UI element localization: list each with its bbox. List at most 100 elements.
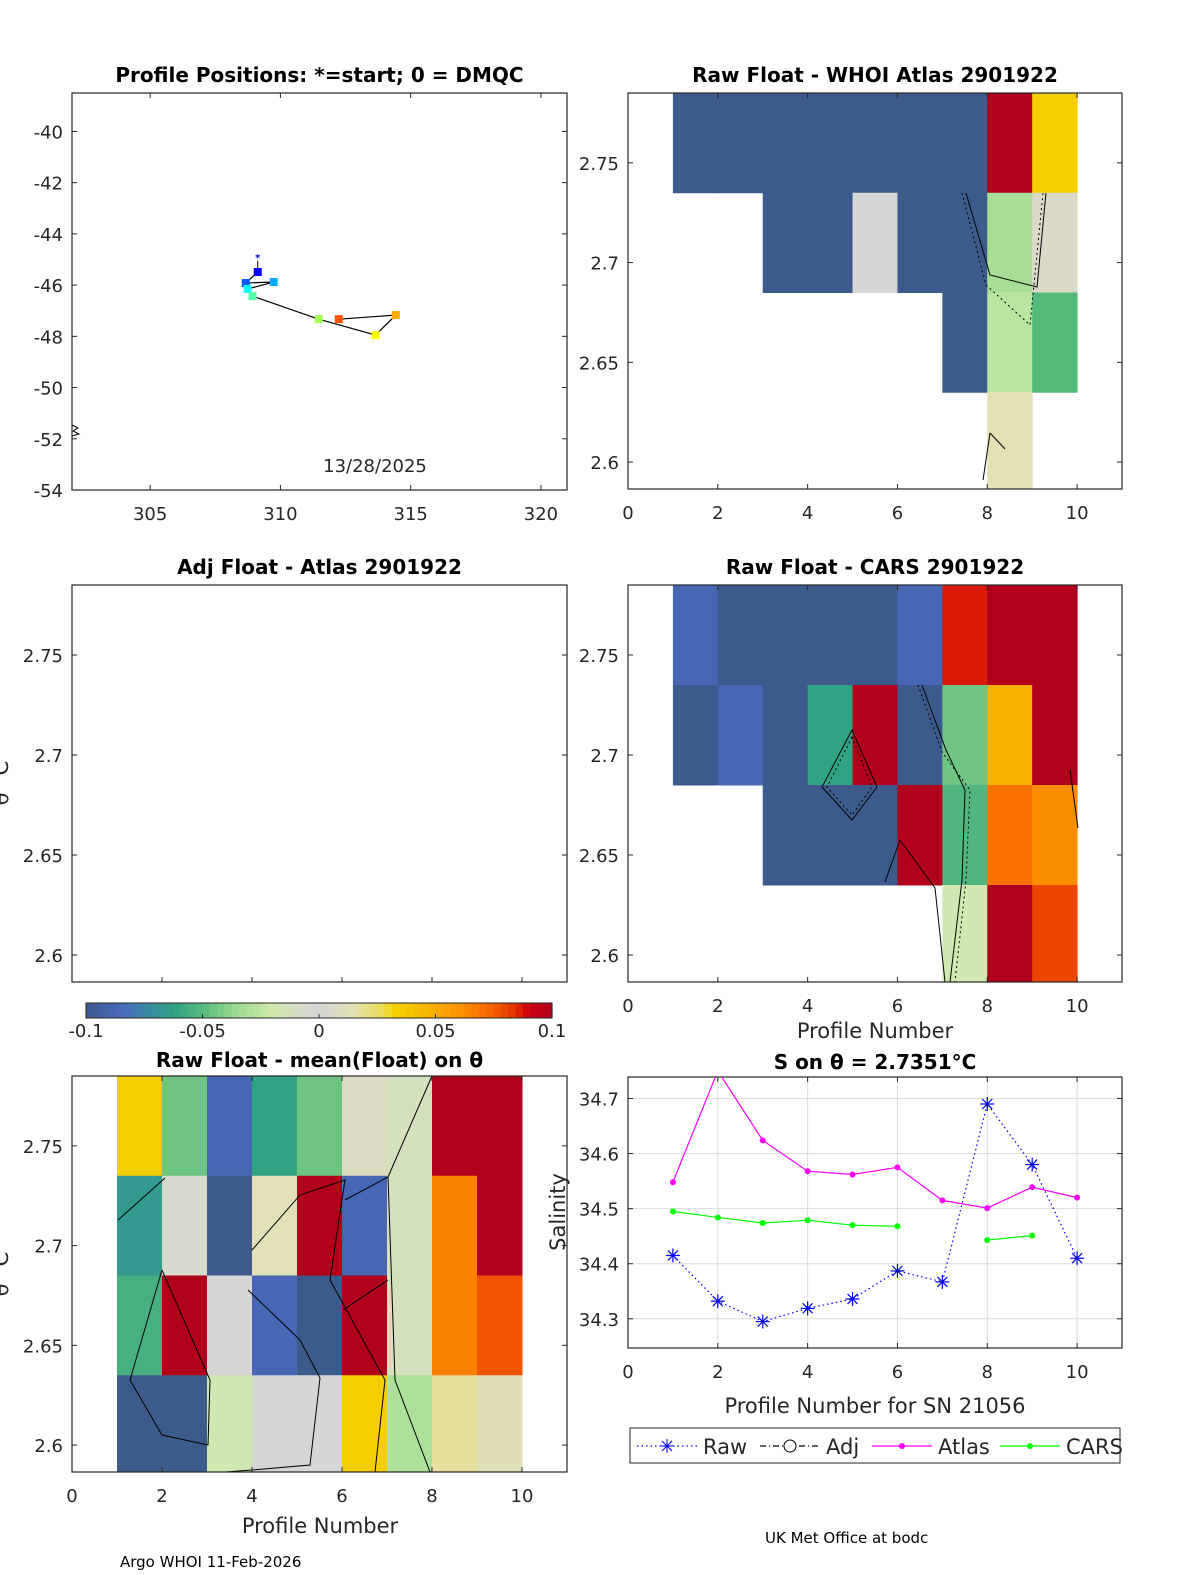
map-profile-marker [391, 311, 400, 320]
colorbar-segment [253, 1003, 262, 1018]
map-xtick-label: 320 [524, 504, 558, 525]
cars-xtick-label: 10 [1066, 996, 1089, 1017]
whoi-ytick-label: 2.6 [590, 453, 619, 474]
colorbar-segment [289, 1003, 298, 1018]
colorbar-segment [195, 1003, 204, 1018]
whoi-xtick-label: 6 [892, 503, 903, 524]
map-ytick-label: -44 [34, 225, 63, 246]
heatmap-cell [942, 685, 988, 786]
sal-grid [628, 1077, 1122, 1348]
sal-xtick-label: 6 [892, 1362, 903, 1383]
colorbar-segment [530, 1003, 539, 1018]
asterisk-stroke [847, 1293, 858, 1305]
heatmap-cell [387, 1175, 433, 1276]
mean-ylabel: θ °C [0, 1252, 13, 1297]
colorbar-segment [413, 1003, 422, 1018]
colorbar-segment [391, 1003, 400, 1018]
footer-left: Argo WHOI 11-Feb-2026 [120, 1553, 301, 1571]
mean-xtick-label: 4 [246, 1486, 257, 1507]
map-profile-marker [371, 331, 380, 340]
sal-ytick-label: 34.3 [579, 1310, 619, 1331]
adj-title: Adj Float - Atlas 2901922 [177, 555, 462, 579]
map-ytick-label: -42 [34, 174, 63, 195]
mean-ytick-label: 2.65 [23, 1336, 63, 1357]
colorbar-segment [522, 1003, 531, 1018]
heatmap-cell [807, 585, 854, 686]
heatmap-cell [342, 1275, 388, 1376]
asterisk-stroke [1026, 1159, 1038, 1171]
heatmap-cell [432, 1175, 478, 1276]
heatmap-cell [342, 1175, 388, 1276]
heatmap-cell [297, 1076, 343, 1177]
map-profile-marker [269, 278, 278, 287]
map-profile-marker [241, 279, 250, 288]
sal-axes-frame [627, 1076, 1123, 1349]
map-profile-marker [314, 315, 323, 324]
heatmap-cell [852, 585, 898, 686]
heatmap-cell [162, 1375, 208, 1473]
whoi-xtick-label: 8 [982, 503, 993, 524]
mean-ytick-label: 2.7 [34, 1237, 63, 1258]
cars-title: Raw Float - CARS 2901922 [726, 555, 1024, 579]
whoi-ytick-label: 2.65 [579, 353, 619, 374]
heatmap-cell [807, 785, 854, 886]
colorbar-segment [311, 1003, 320, 1018]
legend-dot-icon [1027, 1443, 1033, 1449]
heatmap-cell [807, 192, 854, 293]
colorbar-segment [246, 1003, 255, 1018]
cars-ytick-label: 2.6 [590, 946, 619, 967]
heatmap-cell [717, 685, 764, 786]
colorbar-segment [115, 1003, 124, 1018]
whoi-xtick-label: 4 [802, 503, 813, 524]
colorbar-segment [238, 1003, 247, 1018]
colorbar-tick-label: -0.1 [68, 1021, 103, 1042]
series-point-raw [800, 1301, 815, 1316]
legend-label: Adj [826, 1435, 859, 1459]
heatmap-cell [672, 685, 719, 786]
heatmap-cell [477, 1175, 523, 1276]
colorbar-segment [399, 1003, 407, 1018]
asterisk-stroke [1071, 1252, 1083, 1264]
mean-xtick-label: 10 [511, 1486, 534, 1507]
sal-xtick-label: 2 [712, 1362, 723, 1383]
heatmap-cell [762, 685, 809, 786]
map-start-marker: * [255, 253, 261, 264]
colorbar-segment [319, 1003, 327, 1018]
heatmap-cell [672, 585, 719, 686]
heatmap-cell [252, 1375, 298, 1473]
series-point-raw [980, 1096, 995, 1111]
heatmap-cell [942, 585, 988, 686]
colorbar-segment [355, 1003, 364, 1018]
mean-heatmap [117, 1076, 523, 1473]
colorbar-segment [384, 1003, 393, 1018]
colorbar-segment [333, 1003, 342, 1018]
colorbar-segment [297, 1003, 306, 1018]
adj-axes-frame [71, 584, 568, 983]
sal-title: S on θ = 2.7351°C [774, 1050, 977, 1074]
heatmap-cell [342, 1076, 388, 1177]
cars-xlabel: Profile Number [797, 1019, 954, 1043]
heatmap-cell [942, 885, 988, 983]
sal-xtick-label: 8 [982, 1362, 993, 1383]
colorbar-segment [122, 1003, 131, 1018]
heatmap-cell [162, 1076, 208, 1177]
colorbar-segment [362, 1003, 371, 1018]
series-point-raw [845, 1291, 860, 1306]
heatmap-cell [762, 785, 809, 886]
sal-ylabel: Salinity [546, 1173, 570, 1251]
colorbar-segment [544, 1003, 553, 1018]
series-line-cars [987, 1235, 1033, 1241]
sal-series-group [665, 1068, 1085, 1329]
legend-label: Raw [703, 1435, 747, 1459]
heatmap-cell [852, 685, 898, 786]
mean-axes-frame [71, 1075, 568, 1473]
colorbar-segment [100, 1003, 109, 1018]
colorbar-tick-label: 0.05 [415, 1021, 455, 1042]
colorbar-segment [231, 1003, 240, 1018]
whoi-title: Raw Float - WHOI Atlas 2901922 [692, 63, 1058, 87]
colorbar-segment [209, 1003, 218, 1018]
series-point-atlas [715, 1068, 721, 1074]
series-line-cars [672, 1210, 898, 1227]
colorbar-segment [457, 1003, 466, 1018]
cars-xtick-label: 2 [712, 996, 723, 1017]
